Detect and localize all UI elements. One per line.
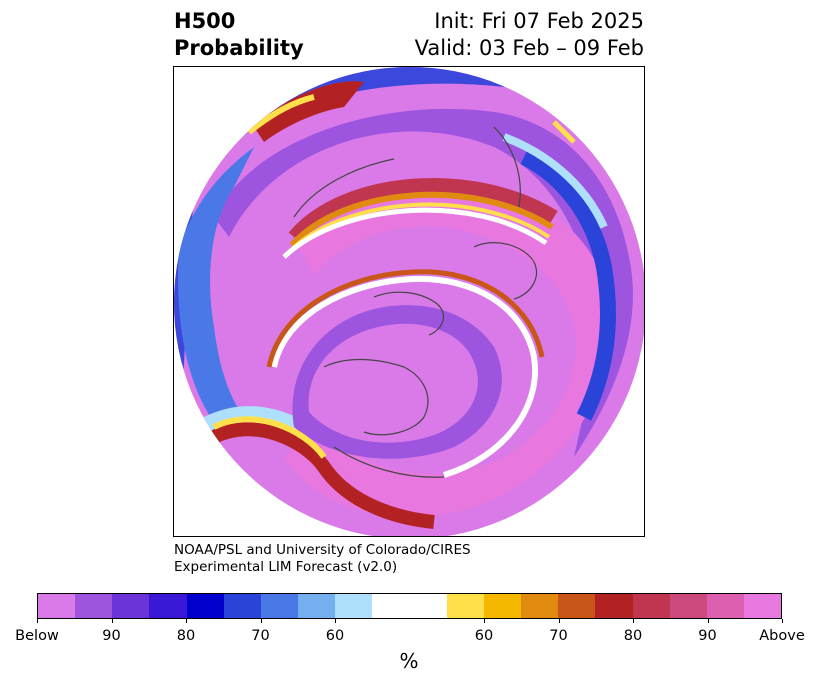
colorbar-tick-mark bbox=[782, 619, 783, 623]
colorbar-segment bbox=[483, 594, 522, 618]
colorbar-segment bbox=[595, 594, 633, 618]
colorbar-tick-label: Below bbox=[15, 628, 59, 644]
colorbar-segment bbox=[223, 594, 261, 618]
colorbar-tick-mark bbox=[558, 619, 560, 623]
title-line2: Probability bbox=[174, 36, 304, 60]
colorbar-tick-mark bbox=[37, 619, 38, 623]
colorbar-segment bbox=[706, 594, 744, 618]
east-light-blue bbox=[502, 133, 608, 229]
map-panel bbox=[173, 66, 645, 537]
colorbar-tick-label: 90 bbox=[102, 628, 121, 644]
colorbar-tick-label: 80 bbox=[623, 628, 643, 644]
colorbar-segment bbox=[38, 594, 76, 618]
map-title: H500 Probability bbox=[174, 8, 304, 62]
colorbar-segment bbox=[521, 594, 559, 618]
colorbar-tick-label: 90 bbox=[698, 628, 717, 644]
east-blue-stripe bbox=[520, 149, 616, 421]
credit-text: NOAA/PSL and University of Colorado/CIRE… bbox=[174, 542, 471, 576]
ridge-white bbox=[282, 207, 548, 259]
colorbar-tick-mark bbox=[260, 619, 262, 623]
colorbar-segment bbox=[632, 594, 670, 618]
colorbar-segment bbox=[149, 594, 187, 618]
colorbar-segment bbox=[372, 594, 410, 618]
colorbar-tick-label: 70 bbox=[251, 628, 270, 644]
colorbar-segment bbox=[669, 594, 707, 618]
colorbar-segment bbox=[298, 594, 336, 618]
colorbar-segment bbox=[335, 594, 373, 618]
credit-line1: NOAA/PSL and University of Colorado/CIRE… bbox=[174, 542, 471, 558]
init-date: Init: Fri 07 Feb 2025 bbox=[434, 9, 644, 33]
colorbar-segment bbox=[558, 594, 596, 618]
trough-inner bbox=[308, 323, 478, 443]
colorbar-tick-label: 70 bbox=[549, 628, 568, 644]
trough-white-edge bbox=[271, 275, 539, 478]
colorbar-segment bbox=[409, 594, 447, 618]
colorbar-tick-label: Above bbox=[759, 628, 805, 644]
colorbar-tick-mark bbox=[633, 619, 634, 623]
ridge-orange bbox=[289, 191, 554, 248]
colorbar-tick-label: 60 bbox=[325, 628, 345, 644]
forecast-dates: Init: Fri 07 Feb 2025 Valid: 03 Feb – 09… bbox=[415, 8, 644, 62]
ridge-red bbox=[288, 178, 558, 242]
colorbar-tick-mark bbox=[111, 619, 113, 623]
colorbar-tick-mark bbox=[484, 619, 485, 623]
credit-line2: Experimental LIM Forecast (v2.0) bbox=[174, 559, 398, 575]
colorbar-unit: % bbox=[399, 649, 419, 673]
colorbar-tick-mark bbox=[186, 619, 187, 623]
purple-band bbox=[214, 108, 633, 458]
blue-band-west bbox=[178, 147, 254, 422]
ne-ridge-yellow bbox=[247, 94, 315, 135]
colorbar-segment bbox=[446, 594, 484, 618]
colorbar-segment bbox=[743, 594, 782, 618]
colorbar bbox=[37, 593, 782, 619]
valid-range: Valid: 03 Feb – 09 Feb bbox=[414, 36, 644, 60]
coastlines bbox=[293, 126, 537, 478]
probability-map bbox=[174, 67, 644, 536]
title-line1: H500 bbox=[174, 9, 236, 33]
sw-ridge-yellow bbox=[212, 416, 327, 459]
sw-ridge-red bbox=[210, 422, 435, 529]
trough-red-edge bbox=[266, 269, 545, 368]
small-yellow-patch bbox=[552, 120, 576, 144]
colorbar-segment bbox=[112, 594, 150, 618]
colorbar-segment bbox=[260, 594, 299, 618]
colorbar-tick-label: 80 bbox=[176, 628, 196, 644]
colorbar-tick-mark bbox=[335, 619, 336, 623]
colorbar-tick-mark bbox=[707, 619, 709, 623]
colorbar-segment bbox=[75, 594, 113, 618]
colorbar-segment bbox=[186, 594, 224, 618]
ne-ridge bbox=[254, 81, 364, 142]
colorbar-tick-label: 60 bbox=[474, 628, 494, 644]
